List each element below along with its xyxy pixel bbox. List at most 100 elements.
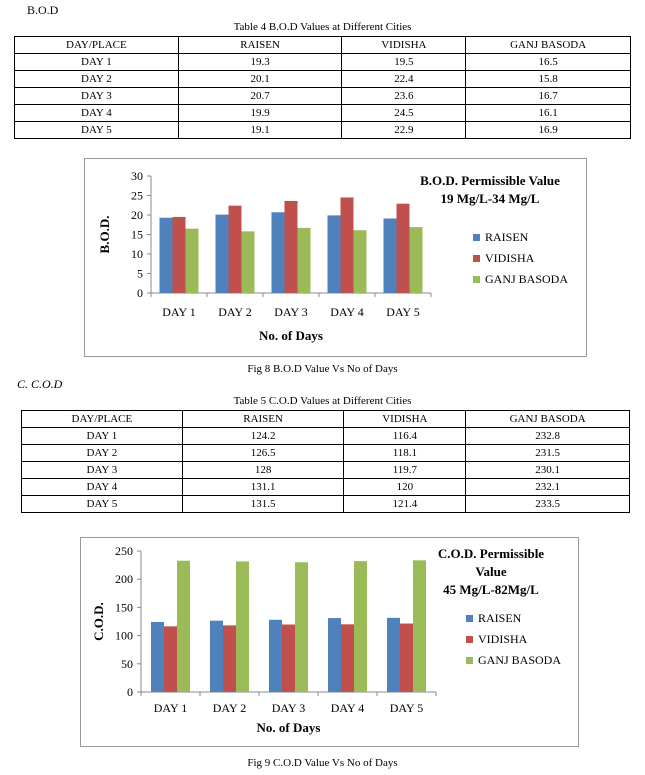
bar-raisen (159, 217, 173, 293)
bar-ganj-basoda (409, 227, 423, 293)
legend-label: GANJ BASODA (478, 653, 561, 667)
bar-vidisha (400, 623, 413, 692)
table-cell: 22.9 (341, 121, 467, 139)
cod-chart-frame: 0 50 100 150 200 250 DAY 1 DAY 2 DAY 3 DAY 4 DAY 5… (80, 537, 579, 747)
table-cell: 19.3 (177, 53, 343, 71)
bar-vidisha (341, 624, 354, 692)
y-tick-label: 20 (131, 208, 143, 222)
bar-ganj-basoda (354, 561, 367, 692)
table-cell: 19.5 (341, 53, 467, 71)
y-tick-label: 10 (131, 247, 143, 261)
y-tick-label: 50 (121, 657, 133, 671)
bar-ganj-basoda (413, 560, 426, 692)
bar-vidisha (340, 197, 354, 293)
bar-raisen (210, 620, 223, 692)
y-tick-label: 150 (115, 600, 133, 614)
bar-vidisha (164, 626, 177, 692)
bar-ganj-basoda (353, 230, 367, 293)
bod-figure-caption: Fig 8 B.O.D Value Vs No of Days (247, 363, 398, 375)
table-row: DAY 4 131.1 120 232.1 (21, 478, 630, 496)
header-cell: DAY/PLACE (21, 410, 183, 428)
legend-swatch (466, 636, 473, 643)
cod-table: DAY/PLACE RAISEN VIDISHA GANJ BASODA DAY… (21, 410, 630, 513)
x-tick-label: DAY 2 (218, 305, 251, 319)
chart-annotation-line: 45 Mg/L-82Mg/L (443, 582, 539, 597)
legend-label: VIDISHA (485, 251, 535, 265)
table-cell: 120 (343, 478, 467, 496)
table-header-row: DAY/PLACE RAISEN VIDISHA GANJ BASODA (14, 36, 631, 54)
bod-table: DAY/PLACE RAISEN VIDISHA GANJ BASODA DAY… (14, 36, 631, 139)
table-cell: 19.1 (177, 121, 343, 139)
bar-vidisha (172, 216, 186, 293)
cod-figure-caption: Fig 9 C.O.D Value Vs No of Days (247, 757, 398, 769)
table-cell: 128 (181, 461, 345, 479)
table-cell: 20.1 (177, 70, 343, 88)
table-cell: 131.1 (181, 478, 345, 496)
table-row: DAY 3 128 119.7 230.1 (21, 461, 630, 479)
bar-vidisha (228, 205, 242, 293)
x-axis-title: No. of Days (259, 328, 323, 343)
y-axis-title: C.O.D. (91, 602, 106, 641)
x-tick-label: DAY 5 (386, 305, 419, 319)
table-cell: DAY 1 (21, 427, 183, 445)
bod-section-label: B.O.D (27, 3, 59, 17)
table-cell: 16.9 (465, 121, 631, 139)
header-cell: RAISEN (181, 410, 345, 428)
x-tick-label: DAY 3 (272, 701, 305, 715)
table-cell: 116.4 (343, 427, 467, 445)
bar-raisen (215, 214, 229, 293)
legend-label: RAISEN (485, 230, 529, 244)
table-row: DAY 5 131.5 121.4 233.5 (21, 495, 630, 513)
legend-swatch (473, 276, 480, 283)
bar-vidisha (223, 625, 236, 692)
header-cell: VIDISHA (341, 36, 467, 54)
table-row: DAY 4 19.9 24.5 16.1 (14, 104, 631, 122)
bar-raisen (151, 621, 164, 692)
header-cell: GANJ BASODA (465, 410, 630, 428)
table-cell: DAY 4 (21, 478, 183, 496)
chart-annotation-line: B.O.D. Permissible Value (420, 173, 560, 188)
table-cell: 230.1 (465, 461, 630, 479)
y-tick-label: 0 (137, 286, 143, 300)
legend-swatch (466, 657, 473, 664)
table-cell: DAY 2 (21, 444, 183, 462)
bar-vidisha (282, 624, 295, 692)
y-tick-label: 250 (115, 544, 133, 558)
bod-chart-frame: 0 5 10 15 20 25 30 DAY 1 DAY 2 DAY 3 DAY 4 DAY 5 No.… (84, 158, 587, 357)
table-cell: 20.7 (177, 87, 343, 105)
bar-raisen (327, 215, 341, 293)
legend-label: RAISEN (478, 611, 522, 625)
bar-raisen (383, 218, 397, 293)
header-cell: RAISEN (177, 36, 343, 54)
table-row: DAY 2 126.5 118.1 231.5 (21, 444, 630, 462)
table-cell: 22.4 (341, 70, 467, 88)
legend-swatch (466, 615, 473, 622)
bar-ganj-basoda (236, 561, 249, 692)
bar-raisen (387, 617, 400, 692)
bar-ganj-basoda (297, 227, 311, 293)
table-row: DAY 2 20.1 22.4 15.8 (14, 70, 631, 88)
y-tick-label: 30 (131, 169, 143, 183)
table-cell: 131.5 (181, 495, 345, 513)
header-cell: DAY/PLACE (14, 36, 179, 54)
x-tick-label: DAY 1 (154, 701, 187, 715)
y-axis-title: B.O.D. (97, 216, 112, 254)
bar-vidisha (396, 203, 410, 293)
bar-ganj-basoda (241, 231, 255, 293)
x-tick-label: DAY 4 (330, 305, 363, 319)
table-header-row: DAY/PLACE RAISEN VIDISHA GANJ BASODA (21, 410, 630, 428)
table-cell: 231.5 (465, 444, 630, 462)
cod-section-label: C. C.O.D (17, 377, 63, 391)
table-cell: DAY 4 (14, 104, 179, 122)
table-cell: 232.8 (465, 427, 630, 445)
chart-annotation-line: C.O.D. Permissible (438, 546, 544, 561)
x-tick-label: DAY 1 (162, 305, 195, 319)
table-cell: 15.8 (465, 70, 631, 88)
legend-label: GANJ BASODA (485, 272, 568, 286)
y-tick-label: 0 (127, 685, 133, 699)
cod-chart: 0 50 100 150 200 250 DAY 1 DAY 2 DAY 3 DAY 4 DAY 5… (91, 544, 561, 735)
x-tick-label: DAY 4 (331, 701, 364, 715)
table-cell: 121.4 (343, 495, 467, 513)
table-row: DAY 3 20.7 23.6 16.7 (14, 87, 631, 105)
table-cell: DAY 3 (14, 87, 179, 105)
